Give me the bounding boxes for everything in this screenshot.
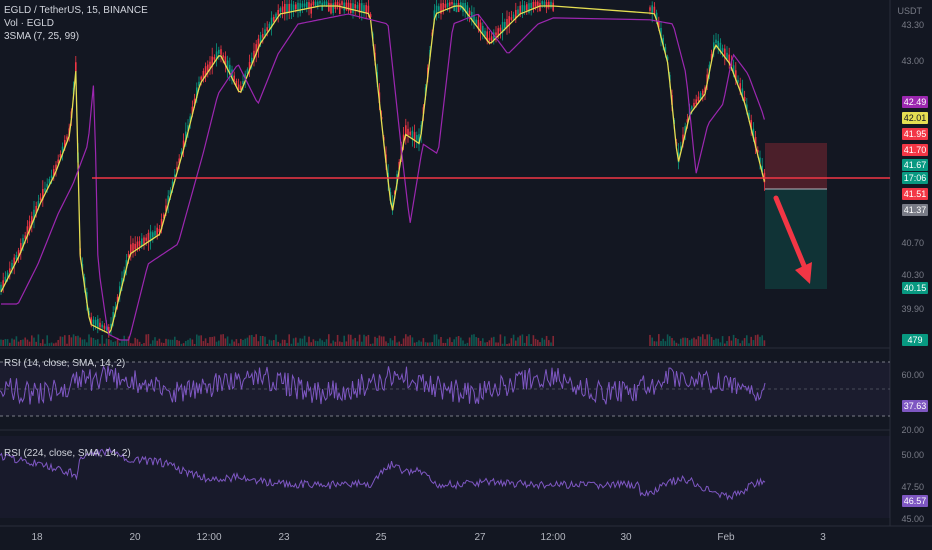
sma-legend[interactable]: 3SMA (7, 25, 99) xyxy=(4,31,80,42)
price-axis-label: 39.90 xyxy=(901,304,924,314)
time-axis-label: 3 xyxy=(820,532,826,543)
rsi2-band xyxy=(0,436,890,518)
position-target-zone[interactable] xyxy=(765,189,827,289)
price-badge: 40.15 xyxy=(902,282,928,294)
rsi2-line xyxy=(0,446,766,501)
price-badge: 42.01 xyxy=(902,112,928,124)
rsi1-line xyxy=(0,365,766,405)
price-axis-label: 40.70 xyxy=(901,238,924,248)
price-axis-label: 43.30 xyxy=(901,20,924,30)
countdown-badge: 17:06 xyxy=(902,172,928,184)
rsi2-badge: 46.57 xyxy=(902,495,928,507)
price-badge: 41.67 xyxy=(902,159,928,171)
rsi2-axis-label: 45.00 xyxy=(901,514,924,524)
position-stop-zone[interactable] xyxy=(765,143,827,189)
chart-legend: EGLD / TetherUS, 15, BINANCE Vol · EGLD … xyxy=(4,4,148,43)
rsi2-axis-label: 50.00 xyxy=(901,450,924,460)
volume-badge: 479 xyxy=(902,334,928,346)
time-axis-label: 12:00 xyxy=(540,532,566,543)
time-axis-label: 12:00 xyxy=(196,532,222,543)
time-axis-label: 25 xyxy=(375,532,387,543)
rsi1-badge: 37.63 xyxy=(902,400,928,412)
volume-bars xyxy=(0,334,766,346)
rsi1-legend[interactable]: RSI (14, close, SMA, 14, 2) xyxy=(4,358,126,369)
sma-slow-line xyxy=(1,13,765,341)
time-axis-label: Feb xyxy=(717,532,735,543)
time-axis-label: 20 xyxy=(129,532,141,543)
down-arrow-drawing[interactable] xyxy=(773,195,812,284)
price-badge: 41.51 xyxy=(902,188,928,200)
price-axis-label: 43.00 xyxy=(901,56,924,66)
price-badge: 41.95 xyxy=(902,128,928,140)
currency-label: USDT xyxy=(897,6,923,16)
symbol-title[interactable]: EGLD / TetherUS, 15, BINANCE xyxy=(4,5,148,16)
time-axis-label: 27 xyxy=(474,532,486,543)
candles xyxy=(0,0,766,338)
time-axis-label: 18 xyxy=(31,532,43,543)
rsi1-axis-label: 60.00 xyxy=(901,370,924,380)
price-axis-label: 40.30 xyxy=(901,270,924,280)
rsi1-axis-label: 20.00 xyxy=(901,425,924,435)
time-axis-label: 23 xyxy=(278,532,290,543)
time-axis-label: 30 xyxy=(620,532,632,543)
price-badge: 41.70 xyxy=(902,144,928,156)
rsi2-axis-label: 47.50 xyxy=(901,482,924,492)
volume-legend[interactable]: Vol · EGLD xyxy=(4,18,55,29)
sma-fast-line xyxy=(0,5,766,335)
price-badge: 42.49 xyxy=(902,96,928,108)
rsi2-legend[interactable]: RSI (224, close, SMA, 14, 2) xyxy=(4,448,131,459)
price-badge: 41.37 xyxy=(902,204,928,216)
